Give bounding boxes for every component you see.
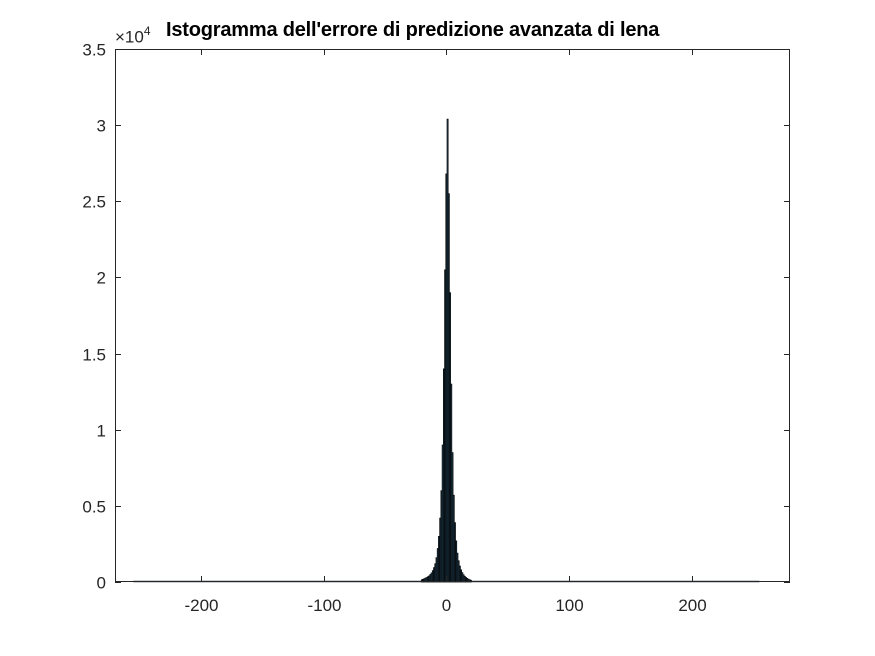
- y-tick-label: 1.5: [82, 346, 106, 365]
- x-tick-label: 100: [555, 596, 583, 615]
- y-tick-label: 0.5: [82, 498, 106, 517]
- y-tick-label: 1: [97, 422, 106, 441]
- x-tick-label: 0: [442, 596, 451, 615]
- y-axis-exponent: ×104: [115, 24, 151, 48]
- x-tick-label: 200: [678, 596, 706, 615]
- bars-group: [133, 118, 760, 583]
- x-tick-label: -100: [307, 596, 341, 615]
- ticks-group: -200 -100 0 100 200 0 0.5 1 1.5 2 2.5 3 3.5: [82, 41, 790, 615]
- y-exponent-power: 4: [143, 24, 151, 38]
- y-tick-label: 2.5: [82, 193, 106, 212]
- y-tick-label: 0: [97, 574, 106, 593]
- y-tick-label: 3.5: [82, 41, 106, 60]
- y-tick-label: 2: [97, 269, 106, 288]
- axes-group: [115, 49, 790, 582]
- x-tick-label: -200: [184, 596, 218, 615]
- y-tick-label: 3: [97, 117, 106, 136]
- chart-title: Istogramma dell'errore di predizione ava…: [166, 19, 660, 41]
- y-exponent-base: ×10: [115, 27, 144, 47]
- axes-box: [115, 49, 790, 582]
